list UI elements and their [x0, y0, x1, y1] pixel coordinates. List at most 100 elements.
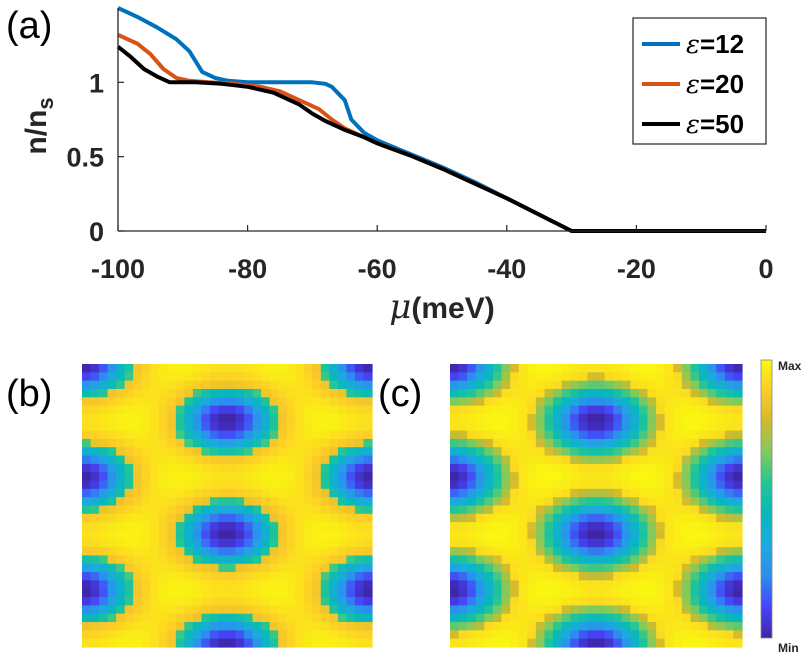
- heatmap-cell: [664, 455, 674, 465]
- heatmap-cell: [329, 630, 339, 640]
- heatmap-cell: [716, 397, 726, 407]
- heatmap-cell: [354, 605, 365, 615]
- heatmap-cell: [553, 497, 563, 507]
- heatmap-cell: [150, 463, 160, 473]
- heatmap-cell: [510, 480, 520, 490]
- heatmap-cell: [201, 563, 211, 573]
- heatmap-cell: [596, 463, 606, 473]
- heatmap-cell: [656, 488, 666, 498]
- heatmap-cell: [553, 547, 563, 557]
- heatmap-cell: [133, 530, 143, 540]
- heatmap-cell: [218, 638, 228, 648]
- heatmap-cell: [227, 438, 237, 448]
- heatmap-cell: [107, 413, 117, 423]
- heatmap-cell: [630, 622, 640, 631]
- heatmap-cell: [329, 497, 339, 507]
- heatmap-cell: [450, 588, 460, 598]
- heatmap-cell: [656, 538, 666, 548]
- heatmap-cell: [244, 580, 254, 590]
- heatmap-cell: [303, 513, 313, 523]
- heatmap-cell: [192, 488, 203, 498]
- heatmap-cell: [656, 638, 666, 648]
- heatmap-cell: [475, 580, 485, 590]
- heatmap-cell: [544, 472, 554, 482]
- heatmap-cell: [518, 547, 528, 557]
- heatmap-cell: [613, 572, 623, 582]
- heatmap-cell: [707, 555, 717, 565]
- heatmap-cell: [656, 597, 666, 606]
- heatmap-cell: [235, 438, 245, 448]
- heatmap-cell: [337, 438, 348, 448]
- heatmap-cell: [544, 530, 554, 540]
- heatmap-cell: [578, 455, 589, 465]
- heatmap-cell: [363, 522, 373, 532]
- heatmap-cell: [553, 538, 563, 548]
- heatmap-cell: [269, 405, 279, 415]
- heatmap-cell: [699, 572, 709, 582]
- heatmap-cell: [227, 430, 237, 440]
- x-tick-label: 0: [758, 254, 773, 284]
- heatmap-cell: [244, 364, 254, 373]
- heatmap-cell: [209, 538, 220, 548]
- heatmap-cell: [604, 364, 614, 373]
- heatmap-cell: [458, 405, 468, 415]
- heatmap-cell: [107, 530, 117, 540]
- heatmap-cell: [535, 480, 546, 490]
- heatmap-cell: [192, 413, 203, 423]
- heatmap-cell: [227, 505, 237, 515]
- heatmap-cell: [707, 547, 717, 557]
- heatmap-cell: [647, 397, 657, 407]
- heatmap-cell: [116, 588, 126, 598]
- heatmap-cell: [699, 613, 709, 623]
- heatmap-cell: [630, 522, 640, 532]
- heatmap-cell: [484, 364, 494, 373]
- heatmap-cell: [724, 430, 735, 440]
- heatmap-cell: [99, 422, 109, 432]
- heatmap-cell: [167, 547, 177, 557]
- heatmap-cell: [354, 513, 365, 523]
- heatmap-cell: [303, 413, 313, 423]
- heatmap-cell: [621, 364, 631, 373]
- heatmap-cell: [303, 480, 313, 490]
- heatmap-cell: [261, 555, 271, 565]
- heatmap-cell: [90, 497, 100, 507]
- heatmap-cell: [467, 580, 477, 590]
- heatmap-cell: [227, 597, 237, 606]
- heatmap-cell: [201, 430, 211, 440]
- heatmap-cell: [450, 397, 460, 407]
- heatmap-cell: [647, 638, 657, 648]
- heatmap-cell: [561, 572, 571, 582]
- heatmap-cell: [363, 388, 373, 398]
- heatmap-cell: [544, 463, 554, 473]
- heatmap-cell: [158, 438, 168, 448]
- heatmap-cell: [630, 613, 640, 623]
- heatmap-cell: [201, 605, 211, 615]
- heatmap-cell: [681, 447, 692, 457]
- heatmap-cell: [209, 605, 220, 615]
- heatmap-cell: [329, 372, 339, 382]
- heatmap-cell: [201, 405, 211, 415]
- heatmap-cell: [218, 513, 228, 523]
- heatmap-cell: [141, 488, 151, 498]
- legend-label-eps-50: ε=50: [686, 109, 744, 140]
- heatmap-cell: [724, 372, 735, 382]
- heatmap-cell: [150, 438, 160, 448]
- heatmap-cell: [141, 413, 151, 423]
- heatmap-cell: [175, 547, 185, 557]
- heatmap-cell: [184, 422, 194, 432]
- heatmap-cell: [492, 597, 503, 606]
- heatmap-cell: [227, 555, 237, 565]
- heatmap-cell: [320, 405, 330, 415]
- heatmap-cell: [527, 480, 537, 490]
- heatmap-cell: [269, 388, 279, 398]
- heatmap-cell: [116, 530, 126, 540]
- heatmap-cell: [681, 455, 692, 465]
- heatmap-cell: [227, 480, 237, 490]
- heatmap-cell: [363, 430, 373, 440]
- heatmap-cell: [596, 613, 606, 623]
- heatmap-cell: [587, 430, 597, 440]
- heatmap-cell: [621, 480, 631, 490]
- heatmap-cell: [141, 463, 151, 473]
- heatmap-cell: [244, 405, 254, 415]
- heatmap-cell: [458, 613, 468, 623]
